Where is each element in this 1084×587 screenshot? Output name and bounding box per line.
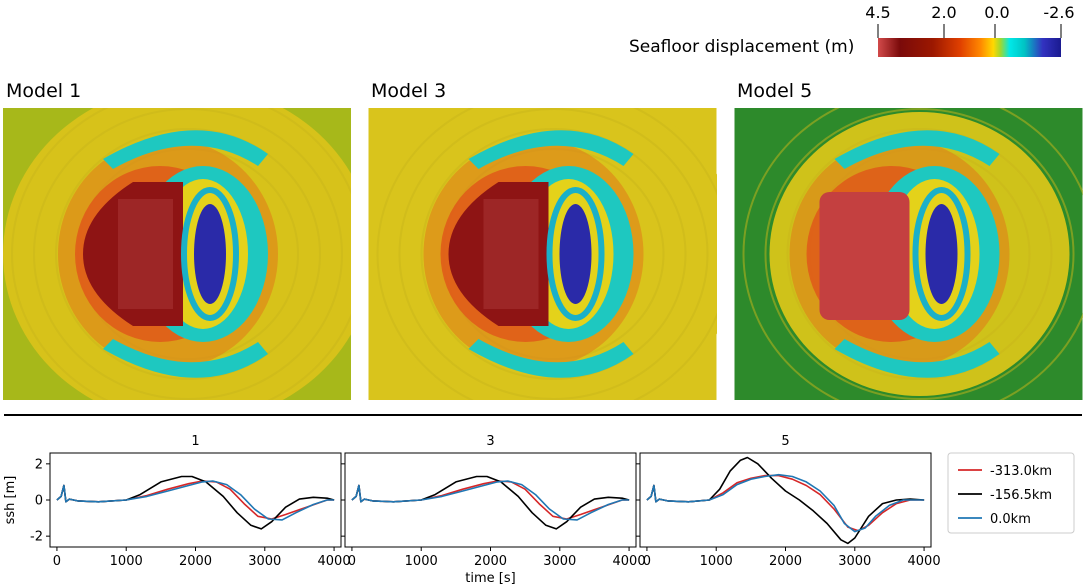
wave-ring <box>33 108 343 400</box>
legend-entry: 0.0km <box>990 512 1031 527</box>
x-axis-label: time [s] <box>465 571 515 586</box>
wave-ring <box>55 128 321 380</box>
model-5-title: Model 5 <box>737 80 813 102</box>
subplot-title: 3 <box>486 434 494 449</box>
y-tick-label: 2 <box>35 457 43 472</box>
trough-edge <box>912 187 971 321</box>
wave-ring <box>420 128 687 380</box>
legend-entry: -313.0km <box>990 464 1052 479</box>
colorbar-tick-label: -2.6 <box>1043 3 1074 22</box>
colorbar: 4.5 2.0 0.0 -2.6 <box>865 3 1075 57</box>
subplot-title: 5 <box>781 434 789 449</box>
y-axis-label: ssh [m] <box>3 476 18 525</box>
subsidence-arc-top <box>103 130 268 169</box>
uplift-block <box>819 192 910 320</box>
trough-core <box>925 204 958 304</box>
wave-ring <box>742 108 1083 400</box>
x-tick-label: 0 <box>348 554 356 569</box>
x-tick-label: 0 <box>53 554 61 569</box>
wave-ring <box>376 108 717 400</box>
colorbar-label: Seafloor displacement (m) <box>629 37 855 57</box>
y-tick-label: -2 <box>30 530 43 545</box>
series-line-0.0km <box>646 473 925 533</box>
subsidence-arc-bottom <box>834 339 1000 378</box>
series-line--313.0km <box>56 480 335 520</box>
series-line--313.0km <box>351 480 630 520</box>
model-3-map <box>368 108 717 400</box>
x-tick-label: 3000 <box>838 554 871 569</box>
uplift-core <box>118 199 173 309</box>
legend-box <box>947 452 1075 534</box>
x-tick-label: 1000 <box>700 554 733 569</box>
x-tick-label: 1000 <box>405 554 438 569</box>
x-tick-label: 4000 <box>908 554 941 569</box>
series-line--156.5km <box>646 456 925 545</box>
x-tick-label: 2000 <box>474 554 507 569</box>
colorbar-tick-label: 4.5 <box>865 3 890 22</box>
legend-entry: -156.5km <box>990 488 1052 503</box>
model-1-map <box>3 108 351 400</box>
colorbar-tick-label: 0.0 <box>984 3 1009 22</box>
colorbar-gradient <box>878 38 1061 57</box>
section-divider <box>4 414 1082 416</box>
x-tick-label: 0 <box>643 554 651 569</box>
subsidence-arc-bottom <box>103 339 268 378</box>
trough-core <box>559 204 592 304</box>
series-line-0.0km <box>56 480 335 521</box>
x-tick-label: 3000 <box>543 554 576 569</box>
model-1-title: Model 1 <box>6 80 82 102</box>
subsidence-arc-bottom <box>468 339 634 378</box>
subplot-title: 1 <box>191 434 199 449</box>
series-line-0.0km <box>351 480 630 521</box>
wave-ring <box>764 108 1075 400</box>
y-tick-label: 0 <box>35 494 43 509</box>
trough-edge <box>181 187 239 321</box>
wave-ring <box>11 108 351 400</box>
ssh-timeseries-chart: 1 0 1000 2000 3000 4000 2 0 -2 3 0 1000 2000 3000 4000… <box>3 434 1075 586</box>
trough-core <box>194 204 226 304</box>
x-tick-label: 4000 <box>318 554 351 569</box>
x-tick-label: 1000 <box>110 554 143 569</box>
trough-edge <box>546 187 605 321</box>
subsidence-arc-top <box>468 130 634 169</box>
colorbar-tick-label: 2.0 <box>931 3 956 22</box>
x-tick-label: 2000 <box>179 554 212 569</box>
wave-ring <box>398 108 709 400</box>
x-tick-label: 3000 <box>248 554 281 569</box>
subplot-frame <box>639 452 932 548</box>
wave-ring <box>786 128 1053 380</box>
uplift-core <box>483 199 539 309</box>
model-3-title: Model 3 <box>371 80 447 102</box>
x-tick-label: 2000 <box>769 554 802 569</box>
x-tick-label: 4000 <box>613 554 646 569</box>
subsidence-arc-top <box>834 130 1000 169</box>
model-5-map <box>734 108 1083 400</box>
